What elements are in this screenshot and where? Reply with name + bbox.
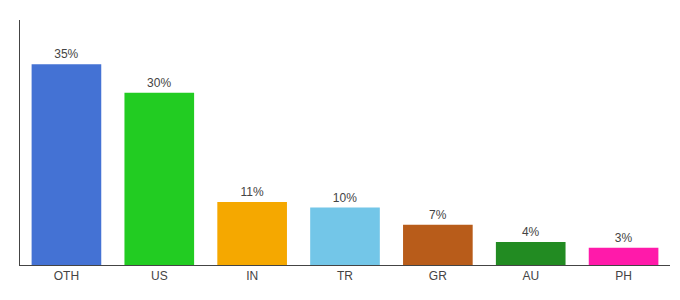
svg-text:AU: AU <box>522 269 539 283</box>
svg-text:11%: 11% <box>240 185 263 199</box>
svg-text:OTH: OTH <box>54 269 79 283</box>
svg-text:4%: 4% <box>522 225 540 239</box>
svg-text:PH: PH <box>615 269 632 283</box>
svg-text:35%: 35% <box>54 47 78 61</box>
svg-text:IN: IN <box>246 269 258 283</box>
svg-text:30%: 30% <box>147 76 171 90</box>
svg-text:3%: 3% <box>615 231 633 245</box>
svg-text:10%: 10% <box>333 191 357 205</box>
svg-text:TR: TR <box>337 269 353 283</box>
svg-text:7%: 7% <box>429 208 447 222</box>
svg-text:GR: GR <box>429 269 447 283</box>
svg-text:US: US <box>151 269 168 283</box>
